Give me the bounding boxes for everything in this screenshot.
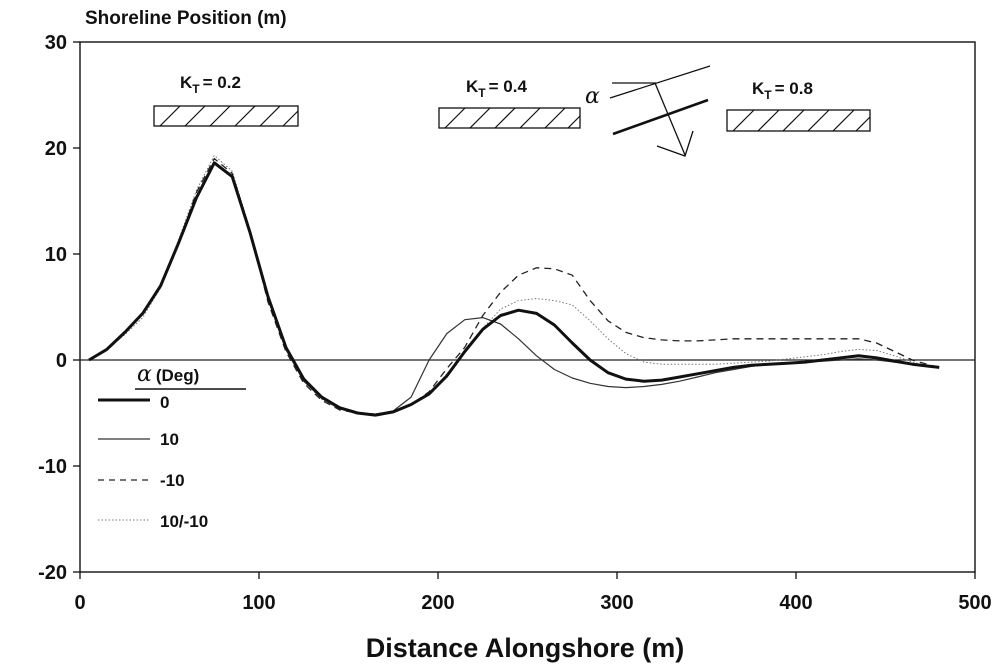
breakwater-rect-2: [438, 107, 581, 129]
legend-label-minus10: -10: [160, 471, 185, 490]
legend-title: α (Deg): [137, 362, 199, 387]
wave-crest-line-bold: [612, 98, 709, 136]
x-tick-label: 500: [958, 592, 991, 614]
wave-angle-diagram: α: [585, 65, 711, 157]
series-line-10: [88, 163, 940, 415]
legend-label-10: 10: [160, 430, 179, 449]
breakwater-rect-3: [726, 109, 871, 132]
wave-direction-arrow: [654, 82, 686, 156]
y-axis-title: Shoreline Position (m): [85, 8, 287, 29]
x-tick-label: 100: [242, 592, 275, 614]
breakwater-hatch-1: [159, 105, 299, 127]
y-tick-label: 30: [45, 32, 67, 54]
breakwater-hatch-2: [444, 107, 581, 129]
x-tick-label: 200: [421, 592, 454, 614]
y-tick-label: -20: [38, 562, 67, 584]
wave-crest-line: [609, 65, 711, 99]
y-tick-label: 0: [56, 350, 67, 372]
legend: α (Deg) 0 10 -10 10/-10: [98, 362, 246, 531]
kt-label-3: KT = 0.8: [752, 79, 813, 102]
legend-label-0: 0: [160, 393, 169, 412]
x-tick-label: 400: [779, 592, 812, 614]
kt-label-1: KT = 0.2: [180, 73, 241, 96]
legend-label-10-minus10: 10/-10: [160, 512, 208, 531]
breakwater-1: KT = 0.2: [153, 73, 299, 127]
series-layer: [88, 154, 940, 417]
kt-label-2: KT = 0.4: [466, 77, 527, 100]
breakwater-3: KT = 0.8: [726, 79, 871, 132]
breakwater-hatch-3: [732, 109, 871, 132]
series-line-minus10: [88, 157, 940, 415]
plot-frame: [79, 41, 976, 573]
y-tick-label: 20: [45, 138, 67, 160]
diagram-alpha-label: α: [585, 84, 600, 109]
x-tick-label: 300: [600, 592, 633, 614]
breakwater-2: KT = 0.4: [438, 77, 581, 129]
x-axis-title: Distance Alongshore (m): [366, 633, 685, 663]
arrow-head: [656, 130, 694, 157]
series-line-0: [88, 161, 940, 417]
y-tick-label: -10: [38, 456, 67, 478]
y-tick-label: 10: [45, 244, 67, 266]
x-tick-label: 0: [74, 592, 85, 614]
series-line-10mm10: [88, 154, 940, 415]
